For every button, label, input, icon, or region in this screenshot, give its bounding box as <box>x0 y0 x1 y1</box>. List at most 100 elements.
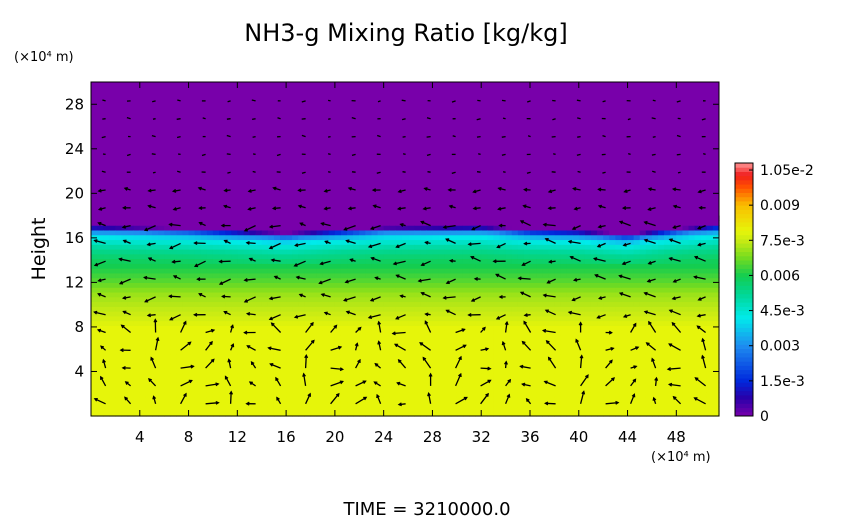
field-cell <box>444 253 452 260</box>
field-cell <box>462 258 470 264</box>
field-cell <box>219 377 226 384</box>
field-cell <box>377 349 385 355</box>
field-cell <box>365 320 373 326</box>
wind-vector <box>605 347 614 351</box>
field-cell <box>609 268 616 274</box>
field-cell <box>469 220 476 226</box>
field-cell <box>97 315 104 322</box>
field-cell <box>206 311 214 317</box>
field-cell <box>536 411 543 417</box>
field-cell <box>408 301 415 307</box>
field-cell <box>481 334 488 341</box>
field-cell <box>639 296 647 303</box>
field-cell <box>91 311 98 317</box>
wind-vector <box>473 189 481 193</box>
wind-vector-head <box>372 204 377 209</box>
field-cell <box>249 301 257 307</box>
field-cell <box>401 272 409 279</box>
field-cell <box>383 344 391 350</box>
field-cell <box>304 272 312 279</box>
field-cell <box>298 311 305 317</box>
field-cell <box>219 282 226 288</box>
field-cell <box>237 330 245 336</box>
field-cell <box>292 325 299 331</box>
field-cell <box>554 382 562 388</box>
field-cell <box>316 229 324 236</box>
field-cell <box>316 263 324 269</box>
field-cell <box>383 249 391 255</box>
field-cell <box>109 382 116 388</box>
field-cell <box>316 291 324 298</box>
wind-vector <box>371 257 381 262</box>
field-cell <box>371 334 379 341</box>
field-cell <box>584 320 592 326</box>
field-cell <box>700 282 708 288</box>
field-cell <box>578 244 586 250</box>
field-cell <box>164 320 171 326</box>
field-cell <box>676 282 684 288</box>
field-cell <box>554 268 562 274</box>
field-cell <box>444 244 452 250</box>
field-cell <box>401 249 409 255</box>
field-cell <box>444 220 452 226</box>
field-cell <box>298 253 305 260</box>
field-cell <box>243 244 251 250</box>
field-cell <box>639 406 647 412</box>
field-cell <box>676 249 684 255</box>
wind-vector <box>346 310 356 316</box>
field-cell <box>523 287 531 293</box>
wind-vector-head <box>229 390 234 395</box>
field-cell <box>438 220 446 226</box>
field-cell <box>200 344 208 350</box>
field-cell <box>408 344 415 350</box>
field-cell <box>133 263 141 269</box>
field-cell <box>548 392 555 398</box>
field-cell <box>511 268 519 274</box>
field-cell <box>109 344 116 350</box>
field-cell <box>91 377 98 384</box>
field-cell <box>91 296 98 303</box>
field-cell <box>103 296 110 303</box>
field-cell <box>231 330 238 336</box>
field-cell <box>700 239 708 245</box>
field-cell <box>670 353 677 360</box>
field-cell <box>456 358 464 365</box>
field-cell <box>383 287 391 293</box>
field-cell <box>273 368 281 374</box>
wind-vector-head <box>323 206 328 211</box>
field-cell <box>621 358 629 365</box>
field-cell <box>706 377 714 384</box>
field-cell <box>273 339 281 346</box>
field-cell <box>304 315 312 322</box>
field-cell <box>706 330 714 336</box>
field-cell <box>420 253 427 260</box>
chart-title: NH3-g Mixing Ratio [kg/kg] <box>244 19 567 47</box>
field-cell <box>414 368 421 374</box>
field-cell <box>676 358 684 365</box>
field-cell <box>176 373 184 379</box>
field-cell <box>170 353 177 360</box>
field-cell <box>700 325 708 331</box>
field-cell <box>194 268 202 274</box>
field-cell <box>408 396 415 403</box>
wind-vector-head <box>118 257 123 262</box>
field-cell <box>200 234 208 241</box>
field-cell <box>572 272 580 279</box>
field-cell <box>371 229 379 236</box>
wind-vector-head <box>345 310 350 315</box>
field-cell <box>462 401 470 408</box>
field-cell <box>529 234 537 241</box>
field-cell <box>298 349 305 355</box>
field-cell <box>487 282 495 288</box>
field-cell <box>91 244 98 250</box>
field-cell <box>511 215 519 221</box>
field-cell <box>298 301 305 307</box>
field-cell <box>304 311 312 317</box>
field-cell <box>347 272 354 279</box>
field-cell <box>139 349 147 355</box>
field-cell <box>176 406 184 412</box>
field-cell <box>700 377 708 384</box>
field-cell <box>340 349 348 355</box>
field-cell <box>603 301 610 307</box>
field-cell <box>645 263 653 269</box>
